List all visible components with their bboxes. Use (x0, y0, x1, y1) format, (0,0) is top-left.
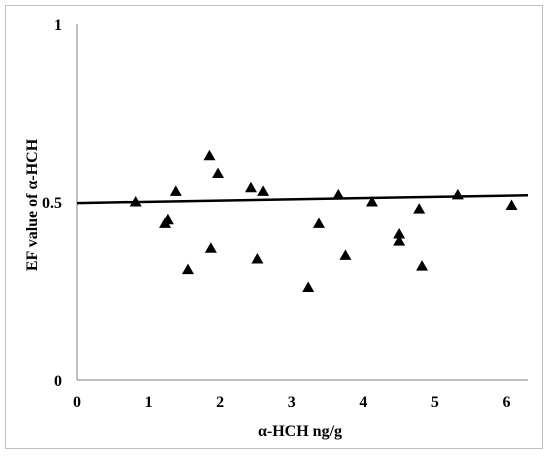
data-point (181, 263, 194, 275)
data-point (302, 281, 315, 292)
x-tick-label: 4 (359, 394, 367, 411)
trendline-group (76, 193, 529, 205)
data-point (505, 199, 518, 211)
data-point (204, 242, 217, 253)
x-tick-label: 2 (216, 394, 224, 411)
y-tick-label: 0.5 (42, 195, 62, 212)
data-point (244, 181, 257, 193)
data-point (257, 185, 270, 196)
data-point (203, 149, 216, 161)
data-point (332, 188, 345, 200)
data-point (393, 228, 406, 239)
x-tick-label: 6 (503, 394, 511, 411)
x-tick-label: 3 (288, 394, 296, 411)
data-points (129, 149, 518, 292)
data-point (312, 217, 325, 228)
data-point (393, 235, 406, 246)
data-point (339, 249, 352, 260)
x-tick-label: 0 (73, 394, 81, 411)
trendline (76, 193, 529, 205)
x-tick-label: 1 (145, 394, 153, 411)
data-point (251, 252, 264, 264)
y-tick-label: 1 (54, 17, 62, 34)
chart-frame (5, 5, 543, 449)
data-point (413, 203, 426, 214)
y-tick-label: 0 (54, 373, 62, 390)
x-tick-label: 5 (431, 394, 439, 411)
x-axis-title: α-HCH ng/g (258, 423, 342, 440)
data-point (451, 188, 464, 200)
data-point (416, 260, 429, 271)
data-point (212, 167, 225, 179)
y-axis-title: EF value of α-HCH (24, 138, 41, 271)
tick-labels: 0 1 2 3 4 5 6 0 0.5 1 (42, 17, 511, 411)
data-point (365, 196, 378, 207)
data-point (161, 213, 174, 225)
data-point (129, 196, 142, 207)
data-point (169, 185, 182, 196)
